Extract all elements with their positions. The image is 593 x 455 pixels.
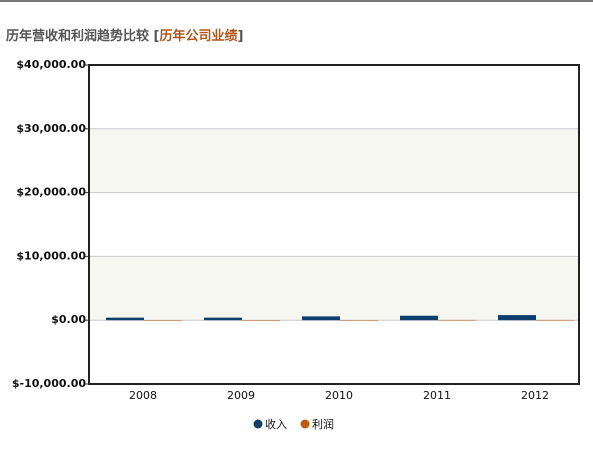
bar xyxy=(242,320,280,321)
legend-marker xyxy=(300,419,310,429)
x-tick-label: 2012 xyxy=(521,389,549,402)
bar xyxy=(302,316,340,321)
x-tick-label: 2010 xyxy=(325,389,353,402)
bar xyxy=(340,320,378,321)
title-link[interactable]: 历年公司业绩 xyxy=(159,28,237,44)
y-tick-label: $-10,000.00 xyxy=(12,377,86,390)
bar xyxy=(536,319,574,321)
x-tick-label: 2011 xyxy=(423,389,451,402)
grid-band xyxy=(89,256,579,321)
bar xyxy=(144,320,182,321)
legend-marker xyxy=(253,419,263,429)
bar xyxy=(498,315,536,321)
bracket: ] xyxy=(238,29,244,44)
y-tick-label: $0.00 xyxy=(51,313,86,326)
plot-border xyxy=(88,64,580,385)
y-tick-label: $40,000.00 xyxy=(16,58,86,71)
y-tick-label: $20,000.00 xyxy=(16,186,86,199)
x-tick-label: 2009 xyxy=(227,389,255,402)
chart-title: 历年营收和利润趋势比较 xyxy=(6,28,149,44)
legend-label: 利润 xyxy=(312,417,334,431)
bar xyxy=(204,317,242,321)
bar xyxy=(400,315,438,321)
y-tick-label: $30,000.00 xyxy=(16,122,86,135)
y-tick-label: $10,000.00 xyxy=(16,249,86,262)
x-tick-label: 2008 xyxy=(129,389,157,402)
bar xyxy=(438,319,476,321)
grid-band xyxy=(89,128,579,193)
chart-title-group: 历年营收和利润趋势比较 [历年公司业绩] xyxy=(6,28,243,44)
plot-area xyxy=(89,65,579,384)
bar xyxy=(106,317,144,321)
legend-label: 收入 xyxy=(265,417,287,431)
bracket: [ xyxy=(149,29,160,44)
